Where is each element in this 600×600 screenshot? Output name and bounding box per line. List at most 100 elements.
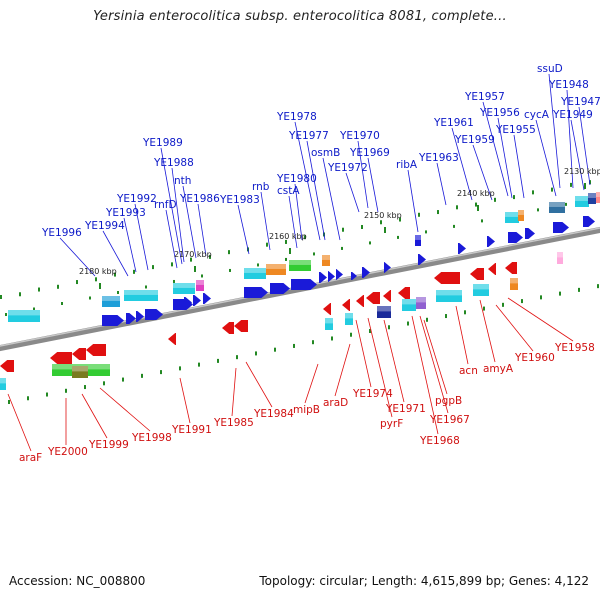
leader-line [237, 204, 250, 255]
gene-label: YE1985 [213, 417, 254, 429]
scale-label: 2160 kbp [269, 232, 307, 241]
scale-label: 2150 kbp [364, 211, 402, 220]
gene-label: YE2000 [47, 446, 88, 458]
gene-label: YE1958 [554, 342, 595, 354]
tick-mark [475, 202, 477, 207]
leader-line [179, 377, 191, 424]
tick-mark [293, 343, 295, 348]
tick-mark [229, 268, 231, 272]
leader-line [306, 140, 326, 241]
gene-label: YE1959 [454, 134, 495, 146]
feature-box-shine [473, 284, 489, 290]
tick-mark [369, 328, 371, 333]
tick-mark [57, 284, 59, 289]
forward-gene-arrow [362, 267, 370, 278]
feature-box-shine [402, 299, 416, 305]
feature-box-shine [377, 306, 391, 312]
forward-gene-arrow [328, 271, 335, 282]
tick-mark [0, 295, 2, 299]
feature-box [0, 378, 6, 390]
tick-mark [122, 377, 124, 382]
feature-box-shine [325, 318, 333, 324]
forward-gene-arrow [145, 309, 163, 320]
reverse-gene-arrow [356, 295, 364, 307]
forward-gene-arrow [203, 293, 211, 304]
feature-box-shine [588, 193, 596, 198]
gene-label: YE1983 [219, 194, 260, 206]
gene-label: YE1980 [276, 173, 317, 185]
gene-label: cycA [524, 109, 550, 121]
accession-text: Accession: NC_008800 [9, 574, 146, 588]
leader-line [197, 203, 207, 257]
forward-gene-arrow [553, 222, 569, 233]
tick-mark [228, 250, 230, 255]
forward-gene-arrow [351, 272, 357, 280]
leader-line [357, 140, 369, 209]
feature-box [518, 210, 524, 221]
tick-mark [481, 219, 483, 223]
feature-box-shine [102, 296, 120, 301]
leader-line [578, 106, 591, 186]
feature-box-shine [322, 255, 330, 260]
gene-label: YE1969 [349, 147, 390, 159]
tick-mark [190, 257, 192, 262]
leader-line [367, 317, 393, 418]
reverse-gene-arrow [398, 287, 410, 299]
feature-box-shine [0, 378, 6, 384]
feature-box [72, 366, 88, 378]
forward-gene-arrow [291, 279, 317, 290]
feature-box [266, 264, 286, 275]
forward-gene-arrow [136, 311, 144, 322]
feature-box-shine [266, 264, 286, 269]
gene-label: YE1992 [116, 193, 157, 205]
scale-label: 2170 kbp [174, 250, 212, 259]
feature-box-shine [8, 310, 40, 316]
tick-mark [33, 307, 35, 311]
tick-mark [89, 296, 91, 300]
gene-label: YE1948 [548, 79, 589, 91]
tick-mark [173, 279, 175, 283]
gene-label: YE1961 [433, 117, 474, 129]
label-leader-lines [7, 73, 591, 452]
gene-label: ssuD [537, 63, 563, 75]
gene-label: cstA [277, 185, 300, 197]
feature-box [416, 297, 426, 309]
tick-mark [145, 285, 147, 289]
gene-label: YE1957 [464, 91, 505, 103]
leader-line [102, 230, 129, 277]
tick-mark [540, 295, 542, 300]
leader-line [288, 195, 298, 249]
feature-box-shine [415, 235, 421, 240]
tick-mark [397, 235, 399, 239]
feature-box [596, 192, 600, 203]
tick-mark [285, 257, 287, 261]
reverse-gene-arrow [366, 292, 380, 304]
leader-line [165, 209, 178, 269]
leader-line [355, 319, 372, 388]
reverse-gene-arrow [72, 348, 86, 360]
leader-line [507, 297, 574, 342]
feature-box-shine [510, 278, 518, 284]
gene-label: mipB [293, 404, 320, 416]
feature-box [345, 313, 353, 325]
tick-mark [198, 362, 200, 367]
feature-box [196, 280, 204, 291]
tick-mark [502, 302, 504, 307]
gene-label: YE1960 [514, 352, 555, 364]
leader-line [436, 162, 447, 206]
feature-box-shine [596, 192, 600, 197]
feature-glyphs [0, 192, 600, 390]
leader-line [451, 127, 473, 201]
feature-box [415, 235, 421, 246]
forward-gene-arrow [126, 313, 136, 324]
tick-mark [388, 325, 390, 330]
tick-mark [418, 212, 420, 217]
tick-mark [103, 381, 105, 386]
gene-label: YE1956 [479, 107, 520, 119]
gene-label: YE1971 [385, 403, 426, 415]
leader-line [535, 119, 557, 197]
gene-label: YE1947 [560, 96, 600, 108]
feature-box [402, 299, 416, 311]
reverse-gene-arrow [234, 320, 248, 332]
